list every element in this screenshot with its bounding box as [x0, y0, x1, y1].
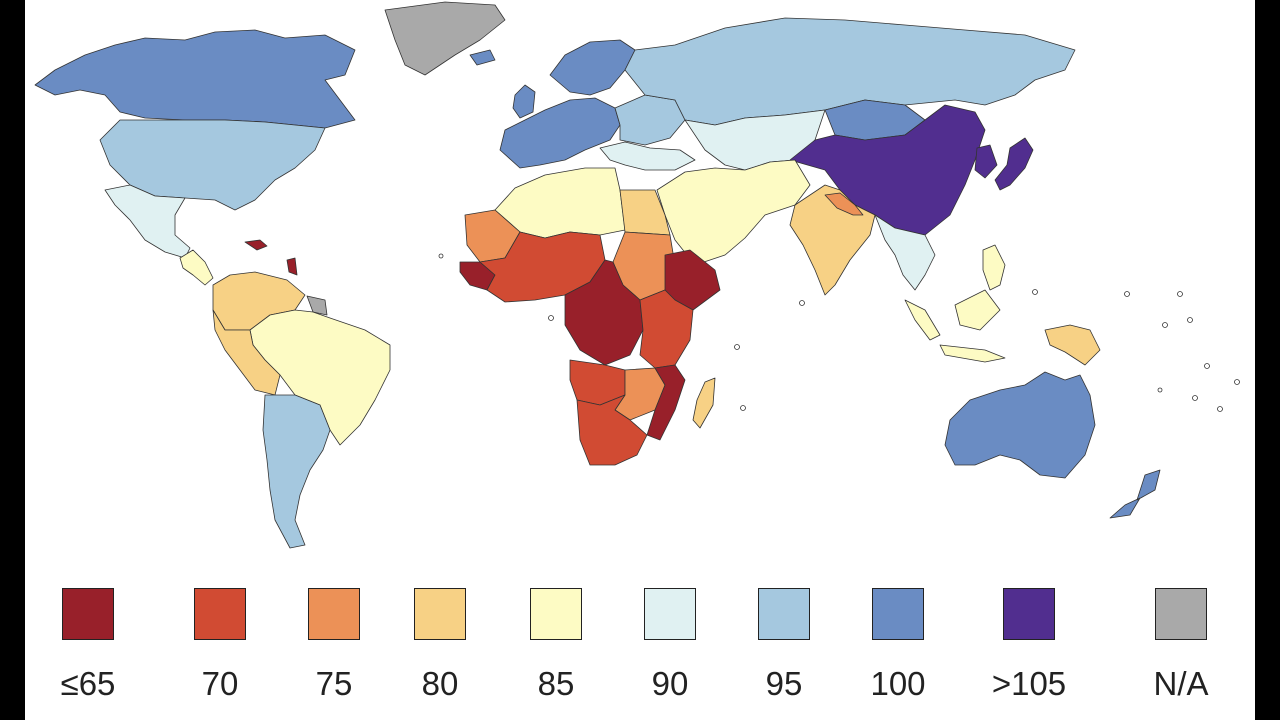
region-southeast-asia	[874, 214, 936, 291]
legend-label-80: 80	[421, 665, 459, 702]
legend-label-70: 70	[201, 665, 239, 702]
island-marker	[1192, 395, 1198, 401]
region-southern-africa	[576, 394, 648, 466]
region-indonesia-malaysia	[904, 289, 1006, 363]
legend-swatch-95	[758, 588, 810, 640]
region-eastern-europe	[614, 94, 686, 146]
legend-swatch-na	[1155, 588, 1207, 640]
island-marker	[1234, 379, 1240, 385]
region-mexico	[104, 184, 191, 259]
region-guianas	[306, 295, 328, 316]
figure-frame: ≤65 70 75 80 85 90 95 100 >105 N/A	[25, 0, 1255, 720]
island-marker	[740, 405, 746, 411]
region-usa	[99, 119, 326, 211]
legend-swatch-85	[530, 588, 582, 640]
legend-label-na: N/A	[1153, 665, 1209, 702]
island-marker	[1177, 291, 1183, 297]
region-caribbean	[244, 239, 298, 276]
region-argentina-chile	[262, 394, 331, 549]
legend-label-65: ≤65	[60, 665, 116, 702]
region-new-zealand	[1109, 469, 1161, 519]
legend-label-75: 75	[315, 665, 353, 702]
region-iceland	[469, 49, 496, 66]
island-marker	[1162, 322, 1168, 328]
region-central-america	[179, 249, 214, 286]
region-east-africa	[639, 289, 694, 369]
legend-label-90: 90	[651, 665, 689, 702]
region-north-america-north	[34, 29, 356, 129]
region-mozambique	[646, 364, 686, 441]
legend-swatch-90	[644, 588, 696, 640]
region-peru-bolivia	[212, 309, 281, 396]
region-korea	[974, 144, 998, 179]
region-balkans-turkey	[599, 141, 696, 171]
island-marker	[1204, 363, 1210, 369]
region-australia	[944, 371, 1096, 479]
island-marker	[438, 253, 444, 259]
region-nepal-bangladesh	[824, 192, 864, 216]
legend-swatch-75	[308, 588, 360, 640]
legend-swatch-100	[872, 588, 924, 640]
island-marker	[1187, 317, 1193, 323]
region-madagascar	[692, 377, 716, 429]
legend-label-85: 85	[537, 665, 575, 702]
region-middle-east	[656, 159, 811, 266]
legend: ≤65 70 75 80 85 90 95 100 >105 N/A	[25, 580, 1255, 720]
legend-swatch-105	[1003, 588, 1055, 640]
legend-label-100: 100	[870, 665, 926, 702]
region-scandinavia	[549, 39, 636, 96]
legend-swatch-65	[62, 588, 114, 640]
region-papua	[1044, 324, 1101, 366]
island-marker	[1032, 289, 1038, 295]
legend-label-95: 95	[765, 665, 803, 702]
region-philippines	[982, 244, 1006, 291]
legend-swatch-80	[414, 588, 466, 640]
legend-swatch-70	[194, 588, 246, 640]
island-marker	[1124, 291, 1130, 297]
island-marker	[1217, 406, 1223, 412]
region-japan	[994, 137, 1034, 191]
island-marker	[734, 344, 740, 350]
region-uk-ireland	[512, 84, 536, 119]
island-marker	[1157, 387, 1163, 393]
world-map	[34, 1, 1240, 549]
island-marker	[548, 315, 554, 321]
region-greenland	[384, 1, 506, 76]
region-egypt	[619, 189, 671, 236]
island-marker	[799, 300, 805, 306]
legend-label-105: >105	[991, 665, 1067, 702]
